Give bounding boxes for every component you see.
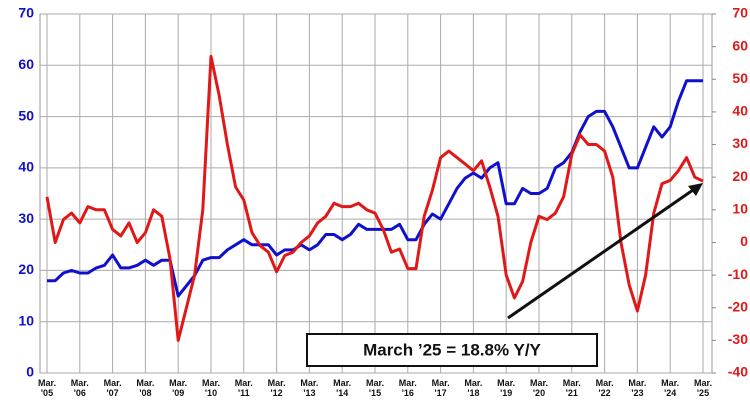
y-tick-label: 0 — [26, 364, 34, 380]
y2-tick-label: 40 — [732, 103, 748, 119]
x-tick-label: Mar. '05 — [37, 378, 56, 398]
x-tick-label: Mar. '12 — [267, 378, 286, 398]
x-tick-label: Mar. '14 — [333, 378, 352, 398]
x-tick-label: Mar. '16 — [398, 378, 417, 398]
x-tick-label: Mar. '22 — [595, 378, 614, 398]
arrow-line — [507, 188, 694, 320]
x-tick-label: Mar. '20 — [529, 378, 548, 398]
y2-tick-label: 0 — [740, 233, 748, 249]
y-tick-label: 20 — [18, 261, 34, 277]
y2-tick-label: 10 — [732, 201, 748, 217]
x-tick-label: Mar. '06 — [70, 378, 89, 398]
y2-tick-label: 50 — [732, 70, 748, 86]
y2-tick-label: 30 — [732, 135, 748, 151]
x-tick-label: Mar. '21 — [562, 378, 581, 398]
y2-tick-label: -40 — [728, 364, 748, 380]
x-tick-label: Mar. '10 — [201, 378, 220, 398]
x-tick-label: Mar. '25 — [693, 378, 712, 398]
x-tick-label: Mar. '23 — [628, 378, 647, 398]
x-tick-label: Mar. '09 — [169, 378, 188, 398]
x-tick-label: Mar. '18 — [464, 378, 483, 398]
x-tick-label: Mar. '08 — [136, 378, 155, 398]
y-tick-label: 60 — [18, 56, 34, 72]
y-tick-label: 70 — [18, 5, 34, 21]
series-line — [45, 54, 704, 342]
y-tick-label: 10 — [18, 312, 34, 328]
x-tick-label: Mar. '11 — [234, 378, 253, 398]
arrow-head — [688, 183, 703, 196]
y2-tick-label: -10 — [728, 266, 748, 282]
y2-tick-label: 60 — [732, 37, 748, 53]
plot-area — [39, 13, 713, 374]
y-tick-label: 40 — [18, 159, 34, 175]
x-tick-label: Mar. '19 — [497, 378, 516, 398]
y-tick-label: 50 — [18, 107, 34, 123]
x-tick-label: Mar. '07 — [103, 378, 122, 398]
y2-tick-label: -20 — [728, 298, 748, 314]
series-line — [47, 79, 703, 298]
y2-tick-label: 20 — [732, 168, 748, 184]
x-tick-label: Mar. '17 — [431, 378, 450, 398]
y2-tick-label: -30 — [728, 331, 748, 347]
y-tick-label: 30 — [18, 210, 34, 226]
annotation: March ’25 = 18.8% Y/Y — [363, 340, 541, 359]
x-tick-label: Mar. '24 — [661, 378, 680, 398]
annotation-box — [306, 333, 598, 367]
x-tick-label: Mar. '13 — [300, 378, 319, 398]
x-tick-label: Mar. '15 — [365, 378, 384, 398]
y2-tick-label: 70 — [732, 5, 748, 21]
